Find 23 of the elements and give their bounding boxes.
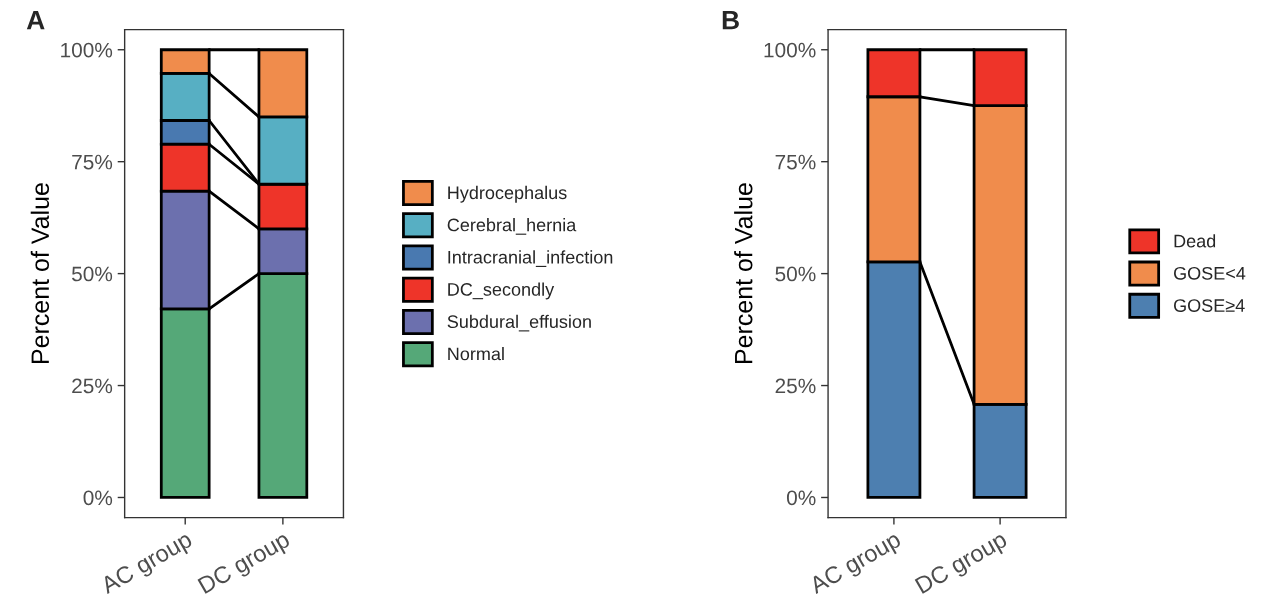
y-tick-label: 25% xyxy=(72,378,113,394)
y-tick-label: 0% xyxy=(83,490,113,506)
legend-label: Intracranial_infection xyxy=(448,250,613,267)
y-axis-title: Percent of Value xyxy=(30,183,50,364)
y-tick-label: 50% xyxy=(71,266,113,282)
y-tick-label: 0% xyxy=(786,490,816,506)
y-tick-label: 100% xyxy=(61,42,113,58)
y-tick-label: 75% xyxy=(775,154,816,170)
legend-label: Subdural_effusion xyxy=(447,314,591,332)
legend-label: GOSE<4 xyxy=(1174,266,1246,280)
y-tick-label: 75% xyxy=(72,154,113,170)
chart-title: B xyxy=(722,11,739,30)
legend-label: Hydrocephalus xyxy=(448,185,567,203)
legend-label: DC_secondly xyxy=(448,282,555,300)
legend-label: GOSE≥4 xyxy=(1174,299,1245,312)
y-tick-label: 50% xyxy=(775,266,816,282)
chart-title: A xyxy=(26,11,45,30)
y-tick-label: 25% xyxy=(775,378,816,394)
legend-label: Cerebral_hernia xyxy=(447,218,577,235)
y-tick-label: 100% xyxy=(764,42,816,58)
y-axis-title: Percent of Value xyxy=(734,183,753,364)
legend-label: Dead xyxy=(1174,234,1216,248)
legend-label: Normal xyxy=(448,347,504,361)
